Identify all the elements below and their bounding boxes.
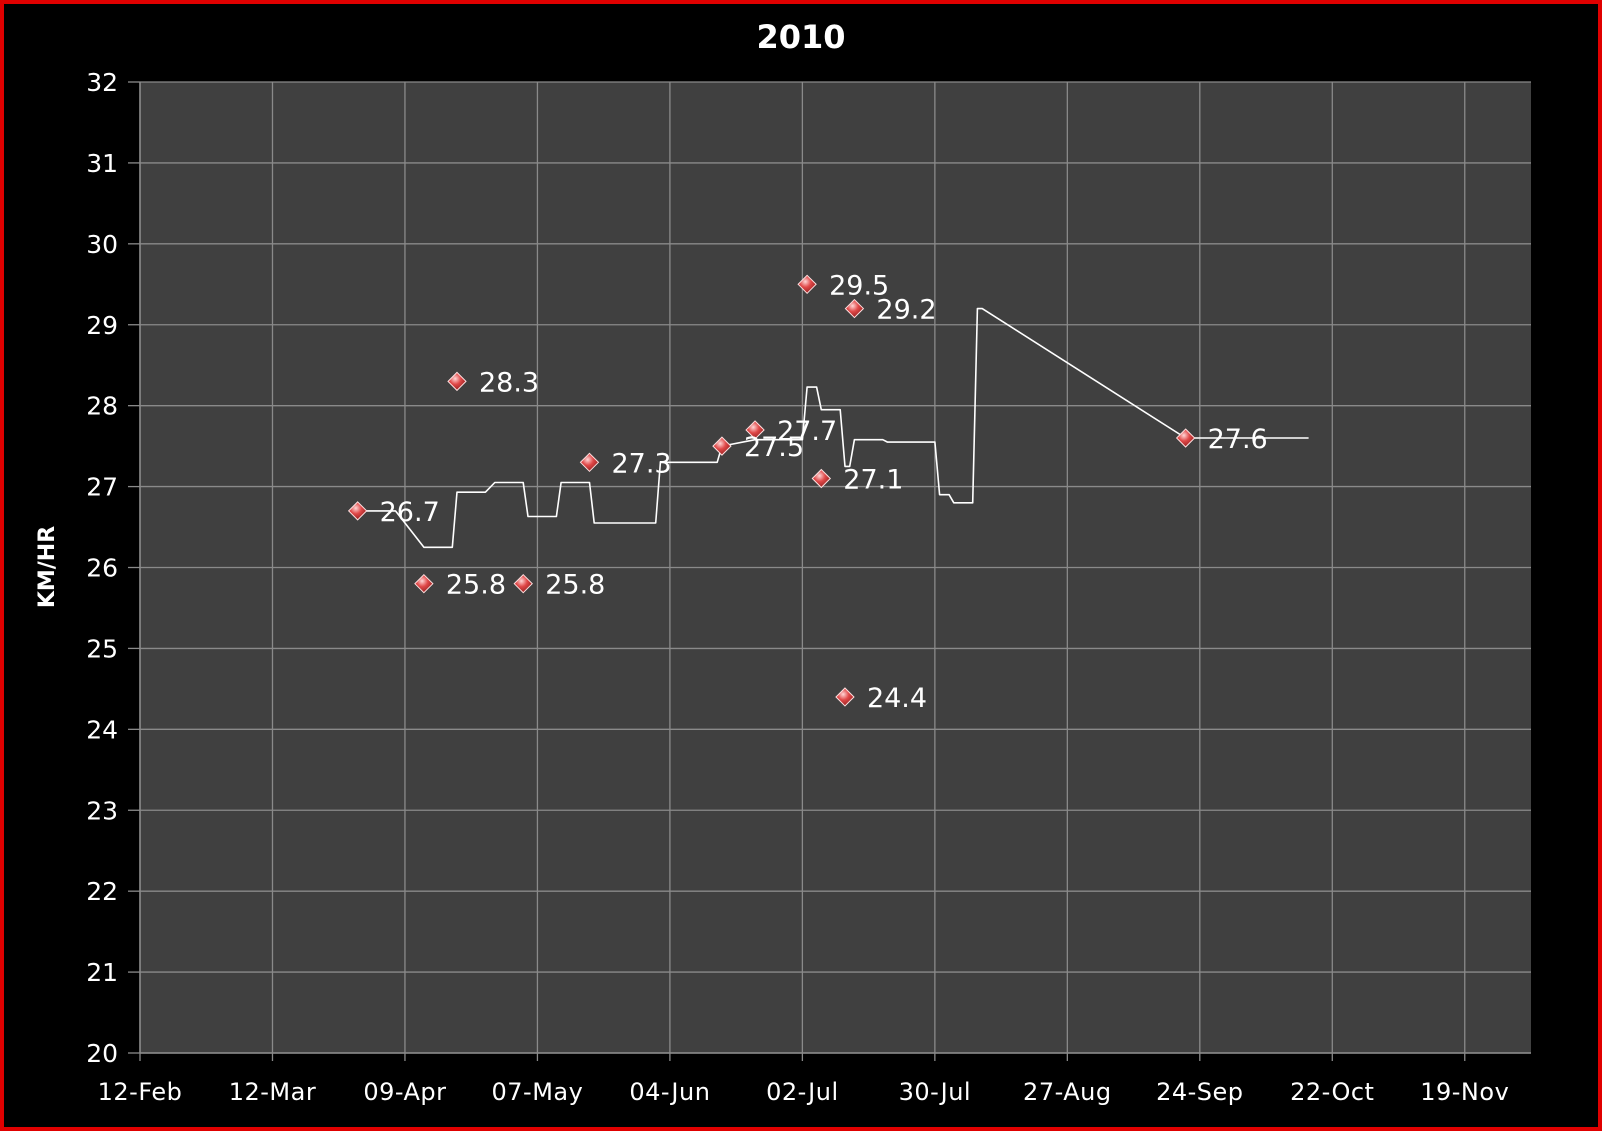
x-tick-label: 24-Sep	[1156, 1078, 1243, 1106]
x-tick-label: 19-Nov	[1420, 1078, 1509, 1106]
data-point-marker	[745, 420, 765, 440]
x-tick-label: 27-Aug	[1023, 1078, 1112, 1106]
data-point-marker	[414, 573, 434, 594]
y-tick-label: 20	[86, 1039, 118, 1068]
x-tick-label: 04-Jun	[629, 1078, 710, 1106]
data-point-marker	[797, 274, 817, 294]
trend-line-group	[357, 307, 1309, 549]
data-point-label: 27.1	[843, 464, 903, 495]
y-tick-label: 25	[86, 634, 118, 663]
data-point-label: 27.5	[744, 432, 804, 463]
gridlines	[139, 81, 1531, 1054]
data-point-marker	[811, 468, 832, 489]
data-point-label: 29.5	[829, 270, 889, 301]
data-point-label: 29.2	[876, 295, 936, 326]
data-point-label: 25.8	[545, 570, 605, 601]
data-point-marker	[579, 452, 600, 473]
x-tick-label: 22-Oct	[1290, 1078, 1374, 1106]
data-point-label: 25.8	[446, 570, 506, 601]
data-point-label: 27.6	[1208, 424, 1268, 455]
data-point-marker	[447, 371, 467, 392]
x-tick-label: 12-Feb	[98, 1078, 183, 1106]
y-tick-label: 29	[86, 311, 118, 340]
data-point-label: 28.3	[479, 367, 539, 398]
data-label-group: 26.7 25.8 28.3 25.8 27.3 27.527.7 29.5 27.1 24.4…	[380, 270, 1268, 714]
data-point-marker	[347, 501, 368, 521]
y-tick-label: 26	[86, 554, 118, 583]
data-point-label: 27.3	[611, 448, 671, 479]
y-tick-label: 28	[86, 392, 118, 421]
y-tick-label: 30	[86, 230, 118, 259]
y-tick-label: 31	[86, 149, 118, 178]
data-point-marker	[835, 687, 855, 707]
data-point-marker	[712, 436, 732, 456]
data-point-marker	[844, 298, 865, 319]
data-point-marker	[1175, 428, 1196, 448]
data-point-marker	[513, 573, 533, 594]
y-axis-label: KM/HR	[35, 526, 60, 608]
trend-line	[357, 307, 1309, 549]
data-point-label: 24.4	[867, 683, 927, 714]
y-tick-label: 22	[86, 877, 118, 906]
chart-title: 2010	[756, 18, 845, 56]
marker-group	[347, 274, 1196, 707]
y-tick-label: 27	[86, 473, 118, 502]
y-tick-label: 21	[86, 958, 118, 987]
x-tick-label: 30-Jul	[899, 1078, 972, 1106]
data-point-label: 26.7	[380, 497, 440, 528]
x-tick-label: 09-Apr	[363, 1078, 446, 1106]
y-tick-label: 24	[86, 715, 118, 744]
y-tick-label: 32	[86, 68, 118, 97]
x-tick-label: 12-Mar	[229, 1078, 316, 1106]
x-tick-label: 07-May	[492, 1078, 584, 1106]
x-tick-label: 02-Jul	[766, 1078, 839, 1106]
axes: 20 21 22 23 24 25 26 27 28 29 30 31 32 12-Feb 12-Mar 09…	[86, 68, 1531, 1106]
data-point-label: 27.7	[777, 416, 837, 447]
y-tick-label: 23	[86, 796, 118, 825]
